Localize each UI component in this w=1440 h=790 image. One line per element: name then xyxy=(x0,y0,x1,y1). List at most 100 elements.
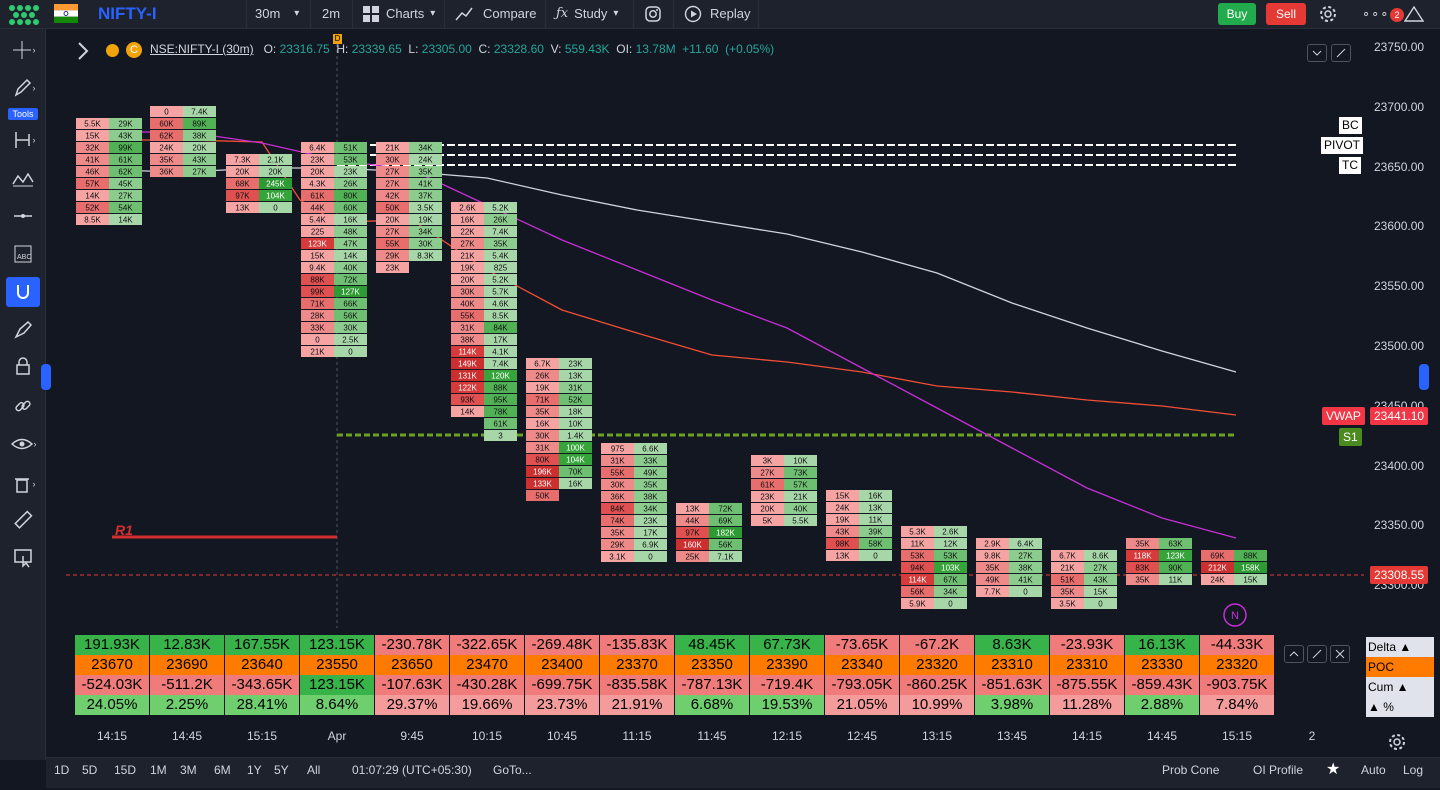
footprint-cell xyxy=(451,310,484,321)
footprint-cell xyxy=(526,418,559,429)
legend-symbol[interactable]: NSE:NIFTY-I (30m) xyxy=(150,42,254,56)
eye-icon[interactable]: › xyxy=(6,429,40,459)
poc-legend[interactable]: POC xyxy=(1366,657,1434,677)
settings-gear-icon[interactable] xyxy=(1318,0,1338,28)
tools-label: Tools xyxy=(8,108,38,120)
stats-row-delta: 191.93K 12.83K 167.55K 123.15K -230.78K -322.… xyxy=(75,635,1274,655)
magnet-icon[interactable] xyxy=(6,277,40,307)
chart-canvas[interactable]: R1 5.5K 15K 32K 41K 46K 57K 14K 52K 8.5K 29K 43K 99… xyxy=(46,29,1364,628)
india-flag-icon[interactable] xyxy=(54,4,78,23)
footprint-cell xyxy=(451,346,484,357)
more-options-icon[interactable]: ∘∘∘ xyxy=(1362,6,1390,21)
range-5y-button[interactable]: 5Y xyxy=(274,763,289,777)
brush-icon[interactable] xyxy=(6,315,40,345)
stats-cell: 67.73K xyxy=(750,635,824,655)
auto-scale-button[interactable]: Auto xyxy=(1361,763,1386,777)
prob-cone-button[interactable]: Prob Cone xyxy=(1162,763,1220,777)
fork-line-icon[interactable]: › xyxy=(14,132,36,148)
pattern-icon[interactable] xyxy=(6,163,40,193)
settings-gear-icon[interactable] xyxy=(1386,731,1408,753)
range-all-button[interactable]: All xyxy=(307,763,321,777)
footprint-cell xyxy=(859,490,892,501)
stats-cell: 3.98% xyxy=(975,695,1049,715)
stats-cell: -135.83K xyxy=(600,635,674,655)
footprint-cell xyxy=(526,382,559,393)
footprint-cell xyxy=(150,142,183,153)
stats-cell: 23690 xyxy=(150,655,224,675)
charts-menu[interactable]: Charts ▾ xyxy=(362,0,435,28)
time-axis[interactable]: 14:15 14:45 15:15 Apr 9:45 10:15 10:45 11:15 11:… xyxy=(46,728,1364,756)
range-1y-button[interactable]: 1Y xyxy=(247,763,262,777)
footprint-cell xyxy=(301,274,334,285)
stats-cell: 123.15K xyxy=(300,635,374,655)
compare-button[interactable]: Compare xyxy=(455,0,536,28)
footprint-cell-value: 48K xyxy=(343,228,358,237)
footprint-cell xyxy=(634,515,667,526)
maximize-panel-button[interactable] xyxy=(1331,44,1351,62)
instagram-icon[interactable] xyxy=(644,0,662,28)
footprint-cell-value: 16K xyxy=(343,216,358,225)
study-menu[interactable]: ƒx Study ▾ xyxy=(556,0,618,28)
footprint-cell xyxy=(409,142,442,153)
ruler-icon[interactable] xyxy=(6,505,40,535)
footprint-cell-value: 5.5K xyxy=(792,517,809,526)
maximize-table-button[interactable] xyxy=(1307,645,1327,663)
right-panel-handle[interactable] xyxy=(1419,364,1429,390)
trash-icon[interactable]: › xyxy=(6,469,40,499)
buy-button[interactable]: Buy xyxy=(1218,3,1256,25)
collapse-table-button[interactable] xyxy=(1284,645,1304,663)
cum-legend[interactable]: Cum ▲ xyxy=(1366,677,1434,697)
collapse-panel-button[interactable] xyxy=(1307,44,1327,62)
close-table-button[interactable] xyxy=(1330,645,1350,663)
goto-button[interactable]: GoTo... xyxy=(493,763,532,777)
footprint-cell xyxy=(334,334,367,345)
price-scale[interactable]: 23750.00 23700.00 23650.00 23600.00 2355… xyxy=(1364,29,1440,729)
pencil-icon[interactable]: › xyxy=(6,73,40,103)
app-logo-icon[interactable] xyxy=(4,2,42,28)
hand-pointer-icon[interactable] xyxy=(6,543,40,573)
horizontal-line-icon[interactable] xyxy=(6,201,40,231)
oi-profile-button[interactable]: OI Profile xyxy=(1253,763,1304,777)
footprint-cell xyxy=(1126,562,1159,573)
footprint-cell-value: 23K xyxy=(343,168,358,177)
text-abc-icon[interactable]: ABC xyxy=(6,239,40,269)
range-6m-button[interactable]: 6M xyxy=(214,763,231,777)
replay-button[interactable]: Replay xyxy=(684,0,750,28)
range-1d-button[interactable]: 1D xyxy=(54,763,70,777)
pct-legend[interactable]: ▲ % xyxy=(1366,697,1434,717)
range-3m-button[interactable]: 3M xyxy=(180,763,197,777)
range-1m-button[interactable]: 1M xyxy=(150,763,167,777)
footprint-cell-value: 16K xyxy=(868,492,883,501)
footprint-cell-value: 975 xyxy=(611,445,625,454)
symbol-name[interactable]: NIFTY-I xyxy=(98,4,157,23)
star-icon[interactable]: ★ xyxy=(1326,761,1341,778)
footprint-cell-value: 80K xyxy=(343,192,358,201)
footprint-cell-value: 27K xyxy=(192,168,207,177)
collapse-chevron-icon[interactable] xyxy=(74,40,92,62)
sell-button[interactable]: Sell xyxy=(1266,3,1306,25)
range-15d-button[interactable]: 15D xyxy=(114,763,137,777)
footprint-cell-value: 88K xyxy=(1243,552,1258,561)
footprint-cell xyxy=(1126,550,1159,561)
footprint-cell xyxy=(301,298,334,309)
footprint-cell-value: 31K xyxy=(568,384,583,393)
interval-select[interactable]: 30m ▾ xyxy=(255,0,299,28)
footprint-cell xyxy=(526,478,559,489)
legend-change: +11.60 xyxy=(682,42,719,56)
legend-close: 23328.60 xyxy=(493,42,544,56)
stats-cell: 23320 xyxy=(900,655,974,675)
lock-icon[interactable] xyxy=(6,351,40,381)
price-tick: 23650.00 xyxy=(1374,160,1425,174)
log-scale-button[interactable]: Log xyxy=(1403,763,1424,777)
crosshair-icon[interactable]: › xyxy=(6,35,40,65)
left-panel-handle[interactable] xyxy=(41,364,51,390)
footprint-cell-value: 14K xyxy=(460,408,475,417)
delta-legend[interactable]: Delta ▲ xyxy=(1366,637,1434,657)
footprint-cell-value: 95K xyxy=(493,396,508,405)
link-icon[interactable] xyxy=(6,391,40,421)
interval2-button[interactable]: 2m xyxy=(322,6,341,21)
stats-cell: -903.75K xyxy=(1200,675,1274,695)
range-5d-button[interactable]: 5D xyxy=(82,763,98,777)
footprint-cell-value: 55K xyxy=(610,469,625,478)
alert-bell-icon[interactable] xyxy=(1404,6,1424,22)
